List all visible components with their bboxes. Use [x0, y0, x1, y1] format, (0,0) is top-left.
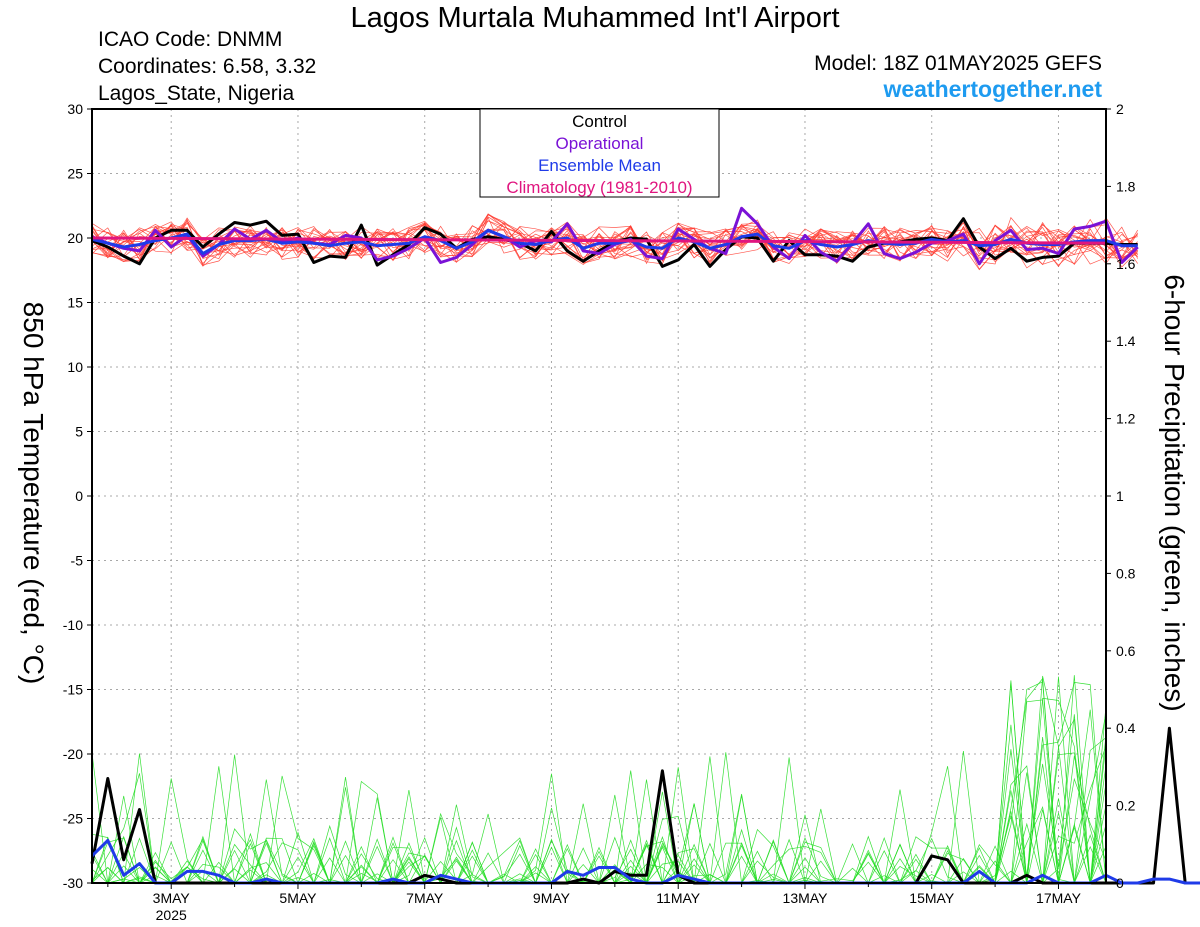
legend: Control Operational Ensemble Mean Climatolo…: [479, 108, 720, 198]
y-tick-label-left: 0: [75, 488, 83, 504]
legend-entry: Control: [572, 112, 627, 131]
x-tick-label: 7MAY: [406, 890, 444, 906]
y-tick-label-right: 0.8: [1116, 565, 1136, 581]
y-tick-label-left: -5: [71, 553, 84, 569]
legend-entry: Ensemble Mean: [538, 156, 661, 175]
y-tick-label-left: 15: [67, 295, 83, 311]
ensemble-members: [91, 213, 1139, 885]
precip-member-line: [91, 714, 1106, 884]
x-tick-label: 11MAY: [656, 890, 700, 906]
region: Lagos_State, Nigeria: [98, 82, 295, 105]
model-run: Model: 18Z 01MAY2025 GEFS: [814, 52, 1102, 75]
temp-member-line: [91, 216, 1138, 265]
axes: 302520151050-5-10-15-20-25-3021.81.61.41…: [63, 101, 1136, 923]
y-tick-label-left: 25: [67, 166, 83, 182]
temp-member-line: [91, 214, 1138, 264]
x-tick-label: 15MAY: [909, 890, 955, 906]
temp-member-line: [91, 221, 1138, 266]
y-tick-label-left: -25: [63, 811, 83, 827]
legend-box: [479, 108, 720, 198]
precip-member-line: [92, 677, 1107, 885]
y-tick-label-right: 0.2: [1116, 798, 1136, 814]
temp-member-line: [91, 221, 1138, 265]
page-title: Lagos Murtala Muhammed Int'l Airport: [350, 2, 840, 34]
y-tick-label-left: -15: [63, 682, 83, 698]
climatology-1981-2010-line: [91, 236, 1107, 245]
y-tick-label-right: 1.8: [1116, 178, 1136, 194]
control-precipitation-line: [90, 726, 1200, 885]
x-tick-label: 13MAY: [783, 890, 829, 906]
temp-member-line: [91, 217, 1138, 266]
y-tick-label-right: 1.6: [1116, 256, 1136, 272]
y-tick-label-right: 1.4: [1116, 333, 1136, 349]
icao-code: ICAO Code: DNMM: [98, 28, 283, 51]
y-tick-label-right: 2: [1116, 101, 1124, 117]
y-tick-label-right: 1.2: [1116, 411, 1136, 427]
y-tick-label-left: 10: [67, 359, 83, 375]
x-tick-label: 5MAY: [279, 890, 317, 906]
site-link[interactable]: weathertogether.net: [883, 76, 1102, 102]
y-tick-label-left: 20: [67, 230, 83, 246]
x-tick-label: 17MAY: [1036, 890, 1082, 906]
y-tick-label-right: 0.4: [1116, 720, 1136, 736]
y-tick-label-right: 0.6: [1116, 643, 1136, 659]
y-tick-label-right: 0: [1116, 875, 1124, 891]
legend-entry: Climatology (1981-2010): [506, 178, 692, 197]
coordinates: Coordinates: 6.58, 3.32: [98, 55, 317, 78]
legend-entry: Operational: [556, 134, 644, 153]
x-tick-label: 9MAY: [533, 890, 571, 906]
y-tick-label-right: 1: [1116, 488, 1124, 504]
y-tick-label-left: -10: [63, 617, 83, 633]
x-tick-sublabel: 2025: [156, 907, 187, 923]
precip-member-line: [91, 697, 1107, 885]
x-tick-label: 3MAY: [153, 890, 191, 906]
y-tick-label-left: -30: [63, 875, 83, 891]
y-tick-label-left: 5: [75, 424, 83, 440]
y-tick-label-left: 30: [67, 101, 83, 117]
y-tick-label-left: -20: [63, 746, 83, 762]
